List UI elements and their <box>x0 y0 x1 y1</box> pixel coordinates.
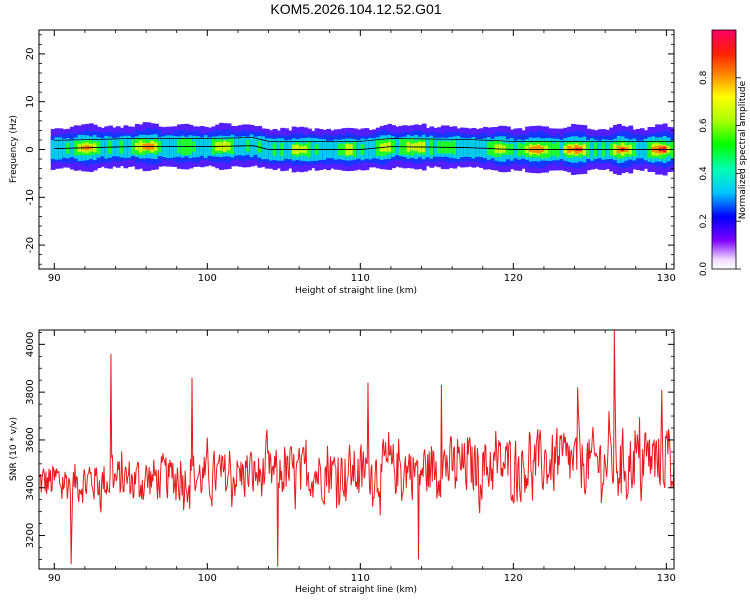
y-tick-label: -20 <box>25 237 36 253</box>
band-upper-edge <box>54 137 674 142</box>
bottom-x-axis-label: Height of straight line (km) <box>295 585 417 595</box>
y-tick-label: 3200 <box>25 523 36 548</box>
x-tick-label: 110 <box>351 573 370 584</box>
x-tick-label: 90 <box>48 273 61 284</box>
bottom-y-axis-label: SNR (10 * v/v) <box>9 417 19 481</box>
band-centerline <box>54 145 674 150</box>
colorbar: 0.0 0.2 0.4 0.6 0.8 Normalized spectral ampl… <box>699 29 748 277</box>
y-tick-label: 10 <box>25 95 36 108</box>
y-tick-label: -10 <box>25 189 36 205</box>
spectral-cell <box>50 140 56 159</box>
colorbar-tick-label: 0.0 <box>699 262 709 277</box>
y-tick-label: 3800 <box>25 379 36 404</box>
chart-title: KOM5.2026.104.12.52.G01 <box>270 1 442 17</box>
y-tick-label: 3600 <box>25 427 36 452</box>
spectral-cell <box>264 138 270 160</box>
top-y-axis-label: Frequency (Hz) <box>9 115 19 183</box>
x-tick-label: 100 <box>198 273 217 284</box>
x-tick-label: 120 <box>504 273 523 284</box>
colorbar-label: Normalized spectral amplitude <box>738 80 748 219</box>
top-x-axis-label: Height of straight line (km) <box>295 286 417 296</box>
colorbar-gradient <box>712 30 736 269</box>
snr-panel: 90 100 110 120 130 3200 3400 3600 3800 4000 Heig… <box>9 329 676 595</box>
snr-series-line <box>39 330 674 567</box>
x-tick-label: 100 <box>198 573 217 584</box>
x-tick-label: 120 <box>504 573 523 584</box>
colorbar-tick-label: 0.2 <box>699 214 709 228</box>
colorbar-tick-label: 0.4 <box>699 166 709 181</box>
spectral-cell <box>261 136 266 160</box>
colorbar-tick-label: 0.8 <box>699 70 709 85</box>
x-tick-label: 90 <box>48 573 61 584</box>
y-tick-label: 4000 <box>25 332 36 357</box>
x-tick-label: 130 <box>657 573 676 584</box>
spectral-band <box>50 122 674 176</box>
colorbar-tick-label: 0.6 <box>699 118 709 133</box>
y-tick-label: 3400 <box>25 475 36 500</box>
y-tick-label: 20 <box>25 48 36 61</box>
y-tick-label: 0 <box>25 146 36 152</box>
spectral-cell <box>253 136 259 155</box>
x-tick-label: 130 <box>657 273 676 284</box>
spectral-cell <box>257 140 263 153</box>
x-tick-label: 110 <box>351 273 370 284</box>
